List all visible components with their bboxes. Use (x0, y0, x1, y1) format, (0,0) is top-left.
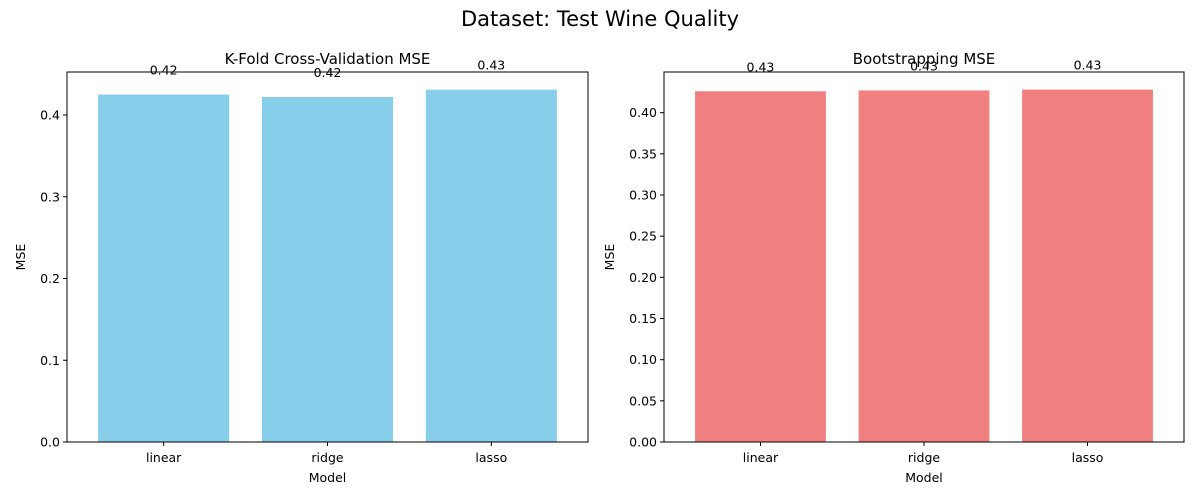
y-tick-label: 0.40 (629, 105, 657, 120)
bar-lasso (425, 89, 557, 443)
y-tick-label: 0.2 (40, 271, 60, 286)
bar-ridge (858, 90, 990, 442)
y-tick-label: 0.10 (629, 352, 657, 367)
y-tick-label: 0.15 (629, 311, 657, 326)
y-tick-label: 0.1 (40, 353, 60, 368)
data-label-ridge: 0.43 (910, 58, 938, 73)
data-label-ridge: 0.42 (314, 65, 342, 80)
y-axis-title: MSE (602, 244, 617, 271)
bar-ridge (261, 97, 394, 442)
data-label-linear: 0.42 (150, 63, 178, 78)
y-tick-label: 0.3 (40, 189, 60, 204)
y-tick-label: 0.20 (629, 270, 657, 285)
x-tick-label-lasso: lasso (475, 450, 507, 465)
x-axis-title: Model (309, 470, 347, 485)
x-axis-title: Model (905, 470, 943, 485)
plot-title: K-Fold Cross-Validation MSE (225, 50, 431, 68)
chart-kfold-mse: 0.42 0.42 0.43 0.0 0.1 0.2 0.3 0.4 linear ridge la… (13, 50, 589, 485)
x-tick-label-ridge: ridge (311, 450, 343, 465)
y-axis-title: MSE (13, 244, 28, 271)
x-tick-label-ridge: ridge (908, 450, 940, 465)
bar-linear (98, 94, 230, 442)
y-tick-label: 0.05 (629, 393, 657, 408)
y-tick-label: 0.25 (629, 229, 657, 244)
figure-title: Dataset: Test Wine Quality (460, 7, 740, 31)
data-label-lasso: 0.43 (1074, 58, 1102, 73)
y-tick-label: 0.00 (629, 435, 657, 450)
y-tick-label: 0.35 (629, 146, 657, 161)
chart-bootstrapping-mse: 0.43 0.43 0.43 0.00 0.05 0.10 0.15 0.20 0.25 0.30… (602, 50, 1185, 485)
bar-lasso (1022, 89, 1153, 442)
x-tick-label-linear: linear (743, 450, 779, 465)
data-label-lasso: 0.43 (477, 58, 505, 73)
y-tick-label: 0.4 (40, 108, 60, 123)
plot-title: Bootstrapping MSE (853, 50, 996, 68)
x-tick-label-lasso: lasso (1072, 450, 1104, 465)
data-label-linear: 0.43 (747, 59, 775, 74)
y-tick-label: 0.30 (629, 188, 657, 203)
bar-linear (695, 91, 826, 442)
x-tick-label-linear: linear (146, 450, 182, 465)
y-tick-label: 0.0 (40, 435, 60, 450)
